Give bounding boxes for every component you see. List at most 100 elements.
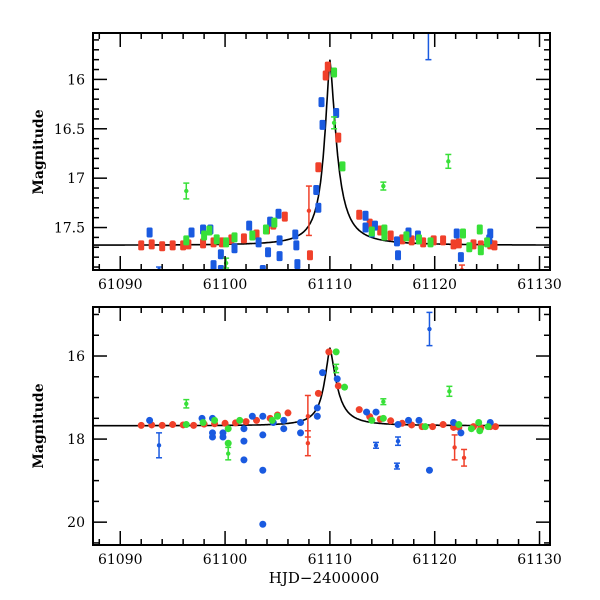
green-point [211,416,219,424]
x-tick-label: 61110 [308,552,353,568]
blue-point [188,227,195,238]
blue-point [259,431,267,439]
green-point [447,389,452,394]
y-tick-label: 16.5 [54,122,85,138]
x-tick-label: 61090 [98,552,143,568]
green-point [236,416,244,424]
red-point [335,132,342,143]
blue-point [276,235,283,246]
blue-point [219,429,227,437]
blue-point [210,260,217,270]
x-tick-label: 61130 [517,277,562,293]
green-point [476,427,484,435]
blue-point [240,437,248,445]
blue-point [259,412,267,420]
blue-point [394,463,400,469]
green-point [201,230,208,241]
red-point [137,421,145,429]
green-point [262,224,269,235]
red-point [491,423,499,431]
red-point [305,414,311,419]
red-point [440,235,447,246]
blue-point [259,520,267,528]
red-point [158,421,166,429]
red-point [356,209,363,220]
blue-point [297,418,305,426]
blue-point [394,421,402,429]
red-point [284,409,292,417]
blue-point [395,438,401,444]
red-point [452,445,457,450]
green-point [223,237,230,248]
red-point [324,61,331,72]
y-tick-label: 16 [67,349,85,365]
y-tick-label: 18 [67,432,85,448]
blue-point [457,429,465,437]
green-point [339,161,346,172]
blue-point [393,236,400,247]
blue-point [265,247,272,258]
green-point [182,421,190,429]
blue-point [259,466,267,474]
data-points [138,33,498,270]
blue-point [404,416,412,424]
red-point [450,423,458,431]
red-point [242,418,250,426]
x-tick-label: 61090 [98,277,143,293]
green-point [379,414,387,422]
red-point [169,240,176,251]
x-tick-label: 61100 [203,552,248,568]
green-point [421,423,429,431]
blue-point [217,265,224,270]
top-panel: 61090 61100 61110 61120 61130 16 16.5 17 17.5 [54,32,562,293]
x-tick-label: 61120 [412,277,457,293]
blue-point [315,202,322,213]
green-point [206,225,213,236]
red-point [315,162,322,173]
blue-point [313,185,320,196]
y-tick-label: 16 [67,72,85,88]
y-tick-label: 17.5 [54,221,85,237]
red-point [240,233,247,244]
green-point [249,230,256,241]
blue-point [294,259,301,270]
red-point [138,240,145,251]
green-point [273,412,281,420]
bottom-ylabel: Magnitude [31,383,47,468]
blue-point [415,416,423,424]
blue-point [280,425,288,433]
red-point [387,417,395,425]
blue-point [373,443,379,448]
bottom-xlabel: HJD−2400000 [269,569,380,587]
model-curve [93,59,550,246]
green-point [224,439,232,447]
red-point [455,238,462,249]
red-point [148,239,155,250]
red-point [429,423,437,431]
x-tick-label: 61100 [203,277,248,293]
red-point [408,235,415,246]
red-point [314,389,322,397]
green-point [467,425,475,433]
blue-point [240,456,248,464]
red-point [221,419,229,427]
green-point [455,421,463,429]
blue-point [319,119,326,130]
green-point [226,451,231,456]
plot-frame [92,306,551,546]
green-point [403,231,410,242]
blue-point [333,375,341,383]
blue-point [146,227,153,238]
green-point [466,242,473,253]
green-point [271,217,278,228]
green-point [381,183,386,189]
blue-point [362,210,369,221]
blue-point [318,97,325,108]
model-curve [93,347,550,427]
plot-frame [92,32,551,271]
green-point [224,425,232,433]
blue-point [248,412,256,420]
blue-point [362,222,369,233]
red-point [306,250,313,261]
red-point [322,70,329,81]
